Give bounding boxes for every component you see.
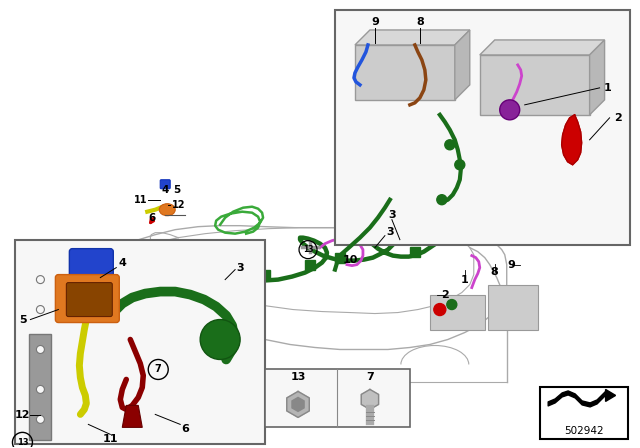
Polygon shape [605,389,616,401]
FancyBboxPatch shape [69,249,113,284]
Circle shape [500,100,520,120]
Text: 13: 13 [291,372,306,383]
Text: 11: 11 [102,435,118,444]
Polygon shape [122,405,142,427]
Polygon shape [589,40,605,115]
Text: 12: 12 [172,200,185,210]
Circle shape [36,306,44,314]
FancyBboxPatch shape [15,240,265,444]
Polygon shape [562,115,582,165]
Bar [305,260,315,270]
Text: 10: 10 [342,254,358,265]
Text: 9: 9 [371,17,379,27]
Text: 3: 3 [388,210,396,220]
Text: 8: 8 [491,267,499,276]
Text: 1: 1 [604,83,611,93]
Text: 4: 4 [118,258,126,267]
Polygon shape [488,284,538,330]
Circle shape [437,195,447,205]
Text: 502942: 502942 [564,426,604,436]
Circle shape [447,300,457,310]
Circle shape [445,140,455,150]
Text: 8: 8 [416,17,424,27]
Polygon shape [455,30,470,100]
Circle shape [36,345,44,353]
Polygon shape [355,45,455,100]
Text: 6: 6 [181,424,189,435]
Circle shape [457,213,467,223]
Text: 5: 5 [173,185,181,195]
Bar [335,253,345,263]
Circle shape [36,276,44,284]
Text: 1: 1 [461,275,468,284]
Bar [260,270,270,280]
Text: 13: 13 [303,245,313,254]
Bar [365,220,375,230]
Circle shape [455,160,465,170]
Ellipse shape [159,204,175,215]
FancyBboxPatch shape [265,370,410,427]
Text: 3: 3 [236,263,244,273]
Text: 4: 4 [161,185,169,195]
Circle shape [445,190,455,200]
Polygon shape [287,392,309,418]
Circle shape [434,304,446,315]
FancyBboxPatch shape [540,388,628,439]
Polygon shape [292,397,304,411]
Text: 11: 11 [134,195,147,205]
FancyBboxPatch shape [335,10,630,245]
Text: 2: 2 [614,113,621,123]
Text: 3: 3 [386,227,394,237]
Text: 5: 5 [20,314,28,324]
FancyBboxPatch shape [160,180,170,189]
Polygon shape [480,55,589,115]
Text: 7: 7 [366,372,374,383]
Bar [410,247,420,257]
Text: 2: 2 [441,289,449,300]
Circle shape [200,319,240,359]
Text: 7: 7 [155,365,162,375]
Polygon shape [361,389,379,409]
Text: 9: 9 [508,259,516,270]
Polygon shape [355,30,470,45]
Text: 12: 12 [15,410,30,420]
Text: 6: 6 [148,213,156,223]
Polygon shape [430,295,484,330]
FancyBboxPatch shape [29,333,51,440]
Text: 13: 13 [17,438,28,447]
Polygon shape [480,40,605,55]
FancyBboxPatch shape [67,283,112,317]
FancyBboxPatch shape [56,275,119,323]
Circle shape [36,415,44,423]
Circle shape [36,385,44,393]
